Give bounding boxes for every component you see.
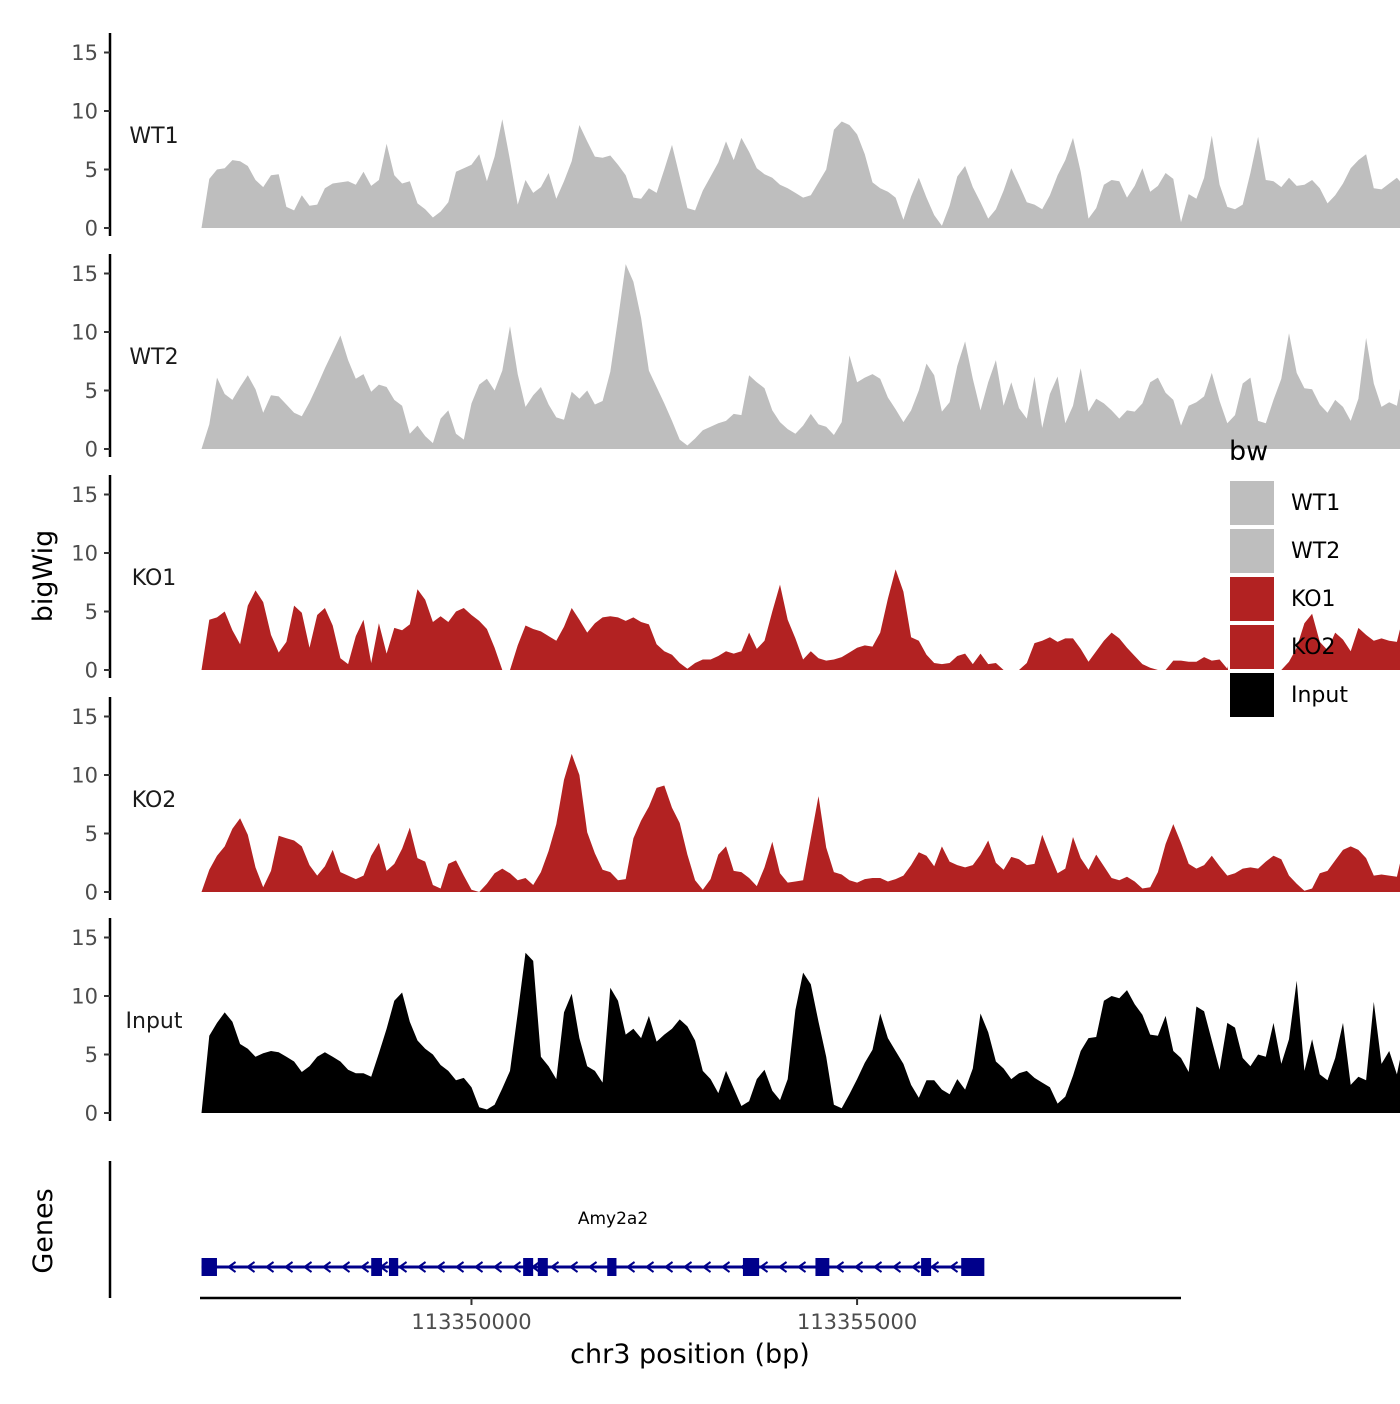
y-tick-label-input-15: 15 [71,926,98,950]
gene-exon-9 [921,1258,931,1276]
gene-exon-6 [607,1258,616,1276]
legend-label-ko1: KO1 [1291,587,1336,612]
gene-exon-3 [389,1258,398,1276]
y-tick-label-ko2-5: 5 [85,822,98,846]
track-label-ko1: KO1 [132,566,177,591]
legend-label-wt2: WT2 [1291,539,1340,564]
y-tick-label-input-5: 5 [85,1043,98,1067]
x-axis-title: chr3 position (bp) [570,1339,810,1370]
y-tick-label-wt1-0: 0 [85,217,98,241]
legend-label-input: Input [1291,683,1348,708]
y-tick-label-ko2-15: 15 [71,705,98,729]
track-label-wt1: WT1 [129,124,178,149]
x-tick-label-113355000: 113355000 [797,1310,917,1334]
legend-label-wt1: WT1 [1291,491,1340,516]
legend-key-ko1 [1229,576,1275,622]
gene-exon-1 [202,1258,217,1276]
y-axis-title: bigWig [28,530,59,623]
x-tick-label-113350000: 113350000 [411,1310,531,1334]
y-tick-label-ko2-10: 10 [71,764,98,788]
gene-exon-2 [371,1258,382,1276]
y-tick-label-wt2-15: 15 [71,262,98,286]
y-tick-label-ko1-15: 15 [71,483,98,507]
y-tick-label-ko1-0: 0 [85,659,98,683]
y-tick-label-input-0: 0 [85,1102,98,1126]
y-tick-label-ko1-10: 10 [71,542,98,566]
gene-exon-10 [961,1258,984,1276]
gene-name-label: Amy2a2 [578,1209,648,1229]
track-label-wt2: WT2 [129,345,178,370]
y-tick-label-ko1-5: 5 [85,600,98,624]
y-tick-label-wt2-10: 10 [71,321,98,345]
gene-exon-5 [538,1258,548,1276]
track-label-ko2: KO2 [132,788,177,813]
y-tick-label-input-10: 10 [71,985,98,1009]
genes-axis-title: Genes [28,1188,59,1273]
legend-key-ko2 [1229,624,1275,670]
y-tick-label-wt2-5: 5 [85,379,98,403]
track-label-input: Input [126,1009,183,1034]
legend-label-ko2: KO2 [1291,635,1336,660]
legend-title: bw [1229,436,1268,467]
y-tick-label-wt1-10: 10 [71,100,98,124]
y-tick-label-wt2-0: 0 [85,438,98,462]
legend-key-wt2 [1229,528,1275,574]
y-tick-label-wt1-5: 5 [85,158,98,182]
gene-exon-7 [743,1258,759,1276]
gene-exon-8 [815,1258,829,1276]
y-tick-label-wt1-15: 15 [71,41,98,65]
legend-key-input [1229,672,1275,718]
legend-key-wt1 [1229,480,1275,526]
gene-exon-4 [523,1258,533,1276]
y-tick-label-ko2-0: 0 [85,881,98,905]
